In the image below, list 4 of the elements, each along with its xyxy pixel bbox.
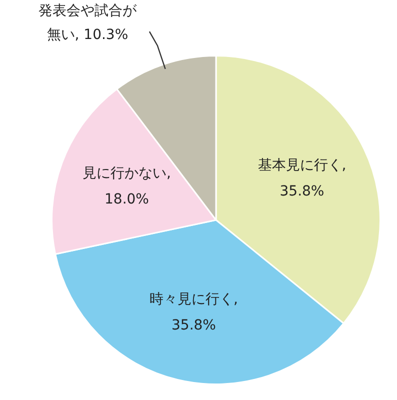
slice-label: 基本見に行く, 35.8% [258, 158, 346, 200]
slice-label: 発表会や試合が無い, 10.3% [38, 3, 138, 44]
slice-label: 見に行かない, 18.0% [82, 165, 171, 208]
slice-label: 時々見に行く, 35.8% [150, 291, 238, 334]
